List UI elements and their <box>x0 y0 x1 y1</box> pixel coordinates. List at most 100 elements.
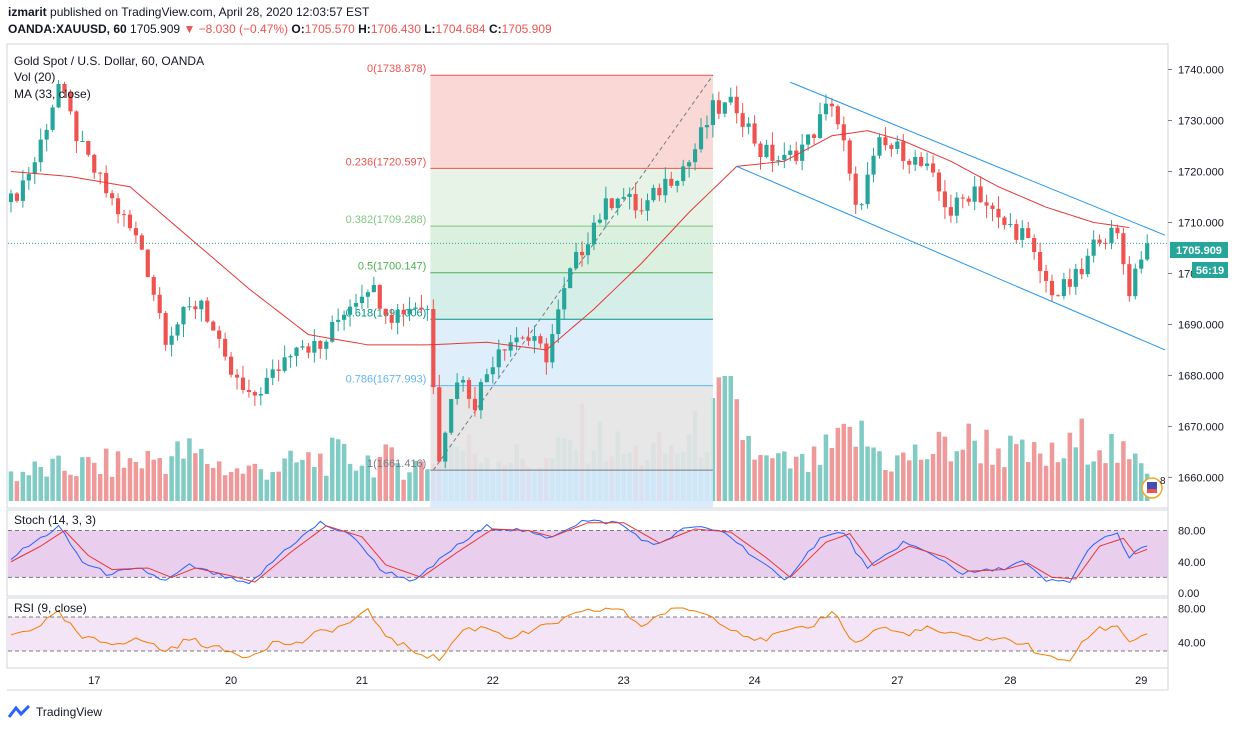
fib-zone <box>430 319 713 386</box>
x-tick-label: 24 <box>748 675 760 687</box>
candle-body <box>591 222 597 245</box>
volume-bar <box>425 469 430 501</box>
volume-bar <box>8 471 14 501</box>
volume-bar <box>1091 461 1096 501</box>
volume-bar <box>1085 464 1090 501</box>
high-label: H: <box>358 22 371 36</box>
events-count: 8 <box>1160 476 1166 487</box>
candle-body <box>639 210 644 212</box>
volume-bar <box>930 454 936 501</box>
candle-body <box>80 140 85 142</box>
us-flag-icon <box>1147 482 1157 489</box>
candle-body <box>318 341 323 349</box>
candle-body <box>579 251 585 256</box>
candle-body <box>924 163 930 166</box>
stoch-k-line <box>10 519 1148 585</box>
ma-line <box>10 130 1130 351</box>
candle-body <box>1049 280 1055 296</box>
x-tick-label: 22 <box>487 675 499 687</box>
volume-bar <box>115 451 121 501</box>
candle-body <box>657 187 662 196</box>
candle-body <box>883 137 888 146</box>
candle-body <box>169 335 174 345</box>
volume-bar <box>883 470 888 501</box>
candle-body <box>282 357 287 371</box>
candle-body <box>1109 227 1114 243</box>
stoch-tick-label: 40.00 <box>1178 557 1206 569</box>
volume-bar <box>38 466 43 501</box>
candle-body <box>359 296 365 304</box>
volume-bar <box>365 455 371 501</box>
volume-bar <box>960 449 966 501</box>
us-flag-stripe <box>1147 489 1157 493</box>
candle-body <box>663 178 668 196</box>
volume-bar <box>918 459 924 501</box>
candle-body <box>544 343 549 363</box>
volume-bar <box>187 438 192 501</box>
candle-body <box>1121 233 1126 265</box>
candle-body <box>478 382 484 411</box>
countdown-badge <box>1192 262 1228 278</box>
candle-body <box>240 377 246 391</box>
volume-bar <box>1049 442 1055 501</box>
candle-body <box>1026 228 1031 239</box>
volume-bar <box>906 460 912 501</box>
candle-body <box>234 374 240 378</box>
volume-bar <box>300 459 305 501</box>
volume-bar <box>942 436 948 501</box>
volume-bar <box>335 439 341 501</box>
volume-bar <box>722 376 728 501</box>
volume-bar <box>770 458 775 501</box>
candle-body <box>1133 268 1138 297</box>
volume-bar <box>74 476 79 501</box>
candle-body <box>1020 228 1025 240</box>
candle-body <box>752 123 757 144</box>
candle-body <box>889 145 894 149</box>
volume-bar <box>68 474 73 501</box>
author-name[interactable]: izmarit <box>8 5 47 19</box>
candle-body <box>1091 239 1096 256</box>
volume-bar <box>1133 453 1138 501</box>
publish-info: izmarit published on TradingView.com, Ap… <box>8 5 369 19</box>
volume-bar <box>389 447 394 501</box>
fib-zone <box>430 168 713 227</box>
candle-body <box>526 337 531 341</box>
candle-body <box>56 83 61 108</box>
candle-body <box>621 197 626 199</box>
channel-lower-line <box>736 165 1166 351</box>
volume-bar <box>145 450 151 501</box>
volume-bar <box>32 461 38 501</box>
fib-level-label: 0.5(1700.147) <box>358 261 427 273</box>
candle-body <box>288 355 293 358</box>
legend-rsi: RSI (9, close) <box>14 601 87 615</box>
candle-body <box>86 140 91 155</box>
candle-body <box>252 392 257 396</box>
volume-bar <box>109 476 115 501</box>
volume-bar <box>270 471 275 501</box>
volume-bar <box>811 446 817 501</box>
candle-body <box>913 156 918 165</box>
candle-body <box>919 156 924 166</box>
candle-body <box>413 307 418 309</box>
volume-bar <box>121 467 127 501</box>
candle-body <box>722 102 727 114</box>
volume-bar <box>799 453 805 501</box>
candle-body <box>942 191 948 208</box>
candle-body <box>151 277 156 295</box>
volume-bar <box>50 458 55 501</box>
candle-body <box>1002 217 1007 225</box>
candle-body <box>603 198 608 220</box>
candle-body <box>50 107 55 130</box>
volume-bar <box>222 475 228 501</box>
candle-body <box>98 172 103 174</box>
candle-body <box>627 194 632 198</box>
volume-bar <box>1079 418 1085 501</box>
candle-body <box>110 193 115 199</box>
volume-bar <box>341 443 347 501</box>
candle-body <box>276 369 281 371</box>
candle-body <box>585 244 591 256</box>
candle-body <box>133 228 138 236</box>
candle-body <box>175 324 180 336</box>
tradingview-footer[interactable]: TradingView <box>8 705 102 719</box>
